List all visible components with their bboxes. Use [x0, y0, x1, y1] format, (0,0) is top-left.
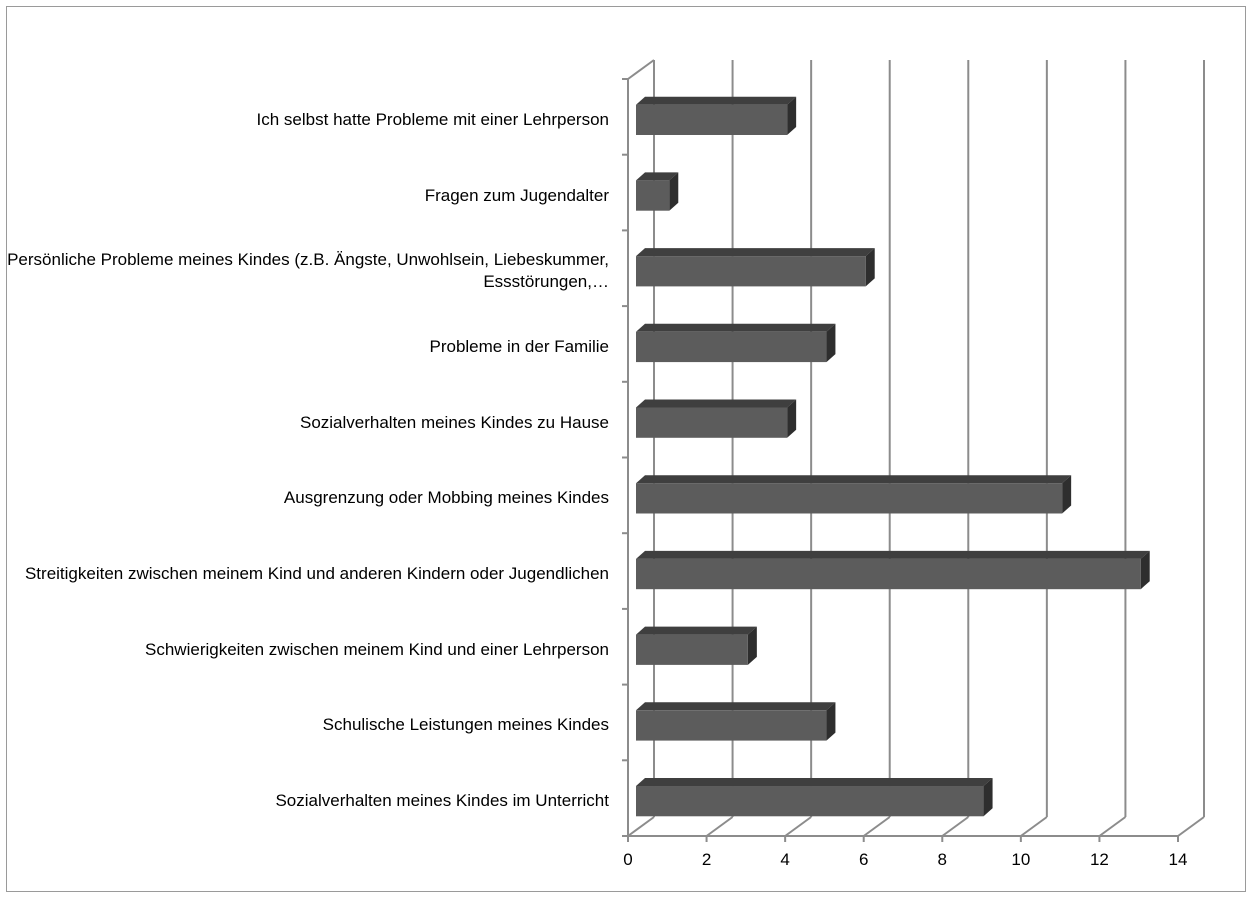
bar-top — [636, 96, 797, 105]
category-label: Schulische Leistungen meines Kindes — [322, 715, 609, 735]
floor-gridline — [705, 816, 734, 837]
bar — [636, 558, 1141, 590]
category-label: Ausgrenzung oder Mobbing meines Kindes — [283, 488, 609, 508]
bar — [636, 180, 670, 211]
bar-top — [636, 323, 836, 332]
floor-gridline — [784, 816, 812, 837]
bar — [636, 256, 866, 287]
bar-top — [636, 172, 679, 181]
x-tick-label: 0 — [623, 850, 633, 869]
bar — [636, 331, 827, 363]
category-label: Schwierigkeiten zwischen meinem Kind und… — [145, 639, 609, 659]
bar — [636, 483, 1063, 514]
x-tick-label: 14 — [1168, 850, 1188, 869]
category-label: Sozialverhalten meines Kindes zu Hause — [299, 412, 609, 432]
bar-side — [826, 323, 836, 363]
floor-gridline — [1020, 816, 1048, 837]
bar-top — [636, 778, 993, 787]
floor-gridline — [1177, 816, 1205, 837]
bar — [636, 786, 984, 817]
bar — [636, 634, 748, 665]
floor-gridline — [941, 816, 969, 837]
bar-top — [636, 399, 797, 408]
bar-side — [865, 248, 875, 287]
x-tick-label: 2 — [701, 850, 712, 869]
bar-top — [636, 702, 836, 711]
bar-side — [787, 96, 797, 135]
category-label: Persönliche Probleme meines Kindes (z.B.… — [7, 250, 609, 292]
wall-top-edge — [627, 59, 655, 80]
bar — [636, 407, 788, 438]
x-tick-label: 12 — [1089, 850, 1109, 869]
floor-gridline — [863, 816, 891, 837]
category-label: Sozialverhalten meines Kindes im Unterri… — [275, 791, 609, 811]
category-label: Fragen zum Jugendalter — [424, 185, 609, 205]
x-tick-label: 4 — [780, 850, 790, 869]
bar-top — [636, 626, 757, 635]
bar-top — [636, 475, 1072, 484]
bar — [636, 104, 788, 135]
category-label: Streitigkeiten zwischen meinem Kind und … — [24, 564, 609, 584]
bar — [636, 710, 827, 741]
bar-top — [636, 550, 1150, 559]
bar-side — [747, 626, 757, 665]
bar-side — [983, 778, 993, 817]
category-label: Probleme in der Familie — [429, 336, 609, 356]
floor-gridline — [627, 816, 655, 837]
bar-side — [826, 702, 836, 741]
bar-side — [1062, 475, 1072, 514]
floor-gridline — [1098, 816, 1127, 837]
bar-side — [1140, 550, 1150, 590]
x-tick-label: 10 — [1011, 850, 1031, 869]
chart-frame — [6, 6, 1246, 892]
bar-top — [636, 248, 875, 257]
bar-side — [787, 399, 797, 438]
x-tick-label: 6 — [858, 850, 869, 869]
category-label: Ich selbst hatte Probleme mit einer Lehr… — [256, 109, 609, 129]
x-tick-label: 8 — [937, 850, 948, 869]
bar-side — [669, 172, 679, 211]
